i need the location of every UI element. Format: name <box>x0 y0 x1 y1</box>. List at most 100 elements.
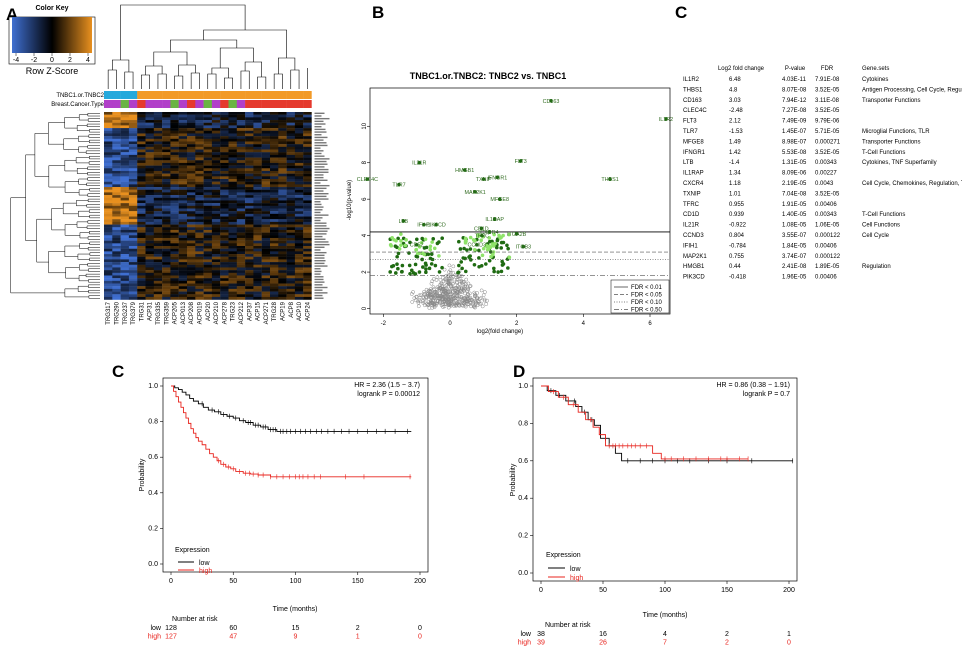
dendrogram-link <box>240 70 250 89</box>
heatmap-cell <box>170 270 179 273</box>
heatmap-cell <box>211 146 221 150</box>
heatmap-cell <box>286 294 296 298</box>
heatmap-cell <box>278 165 287 169</box>
heatmap-cell <box>104 179 113 182</box>
heatmap-cell <box>270 181 279 185</box>
heatmap-cell <box>112 192 121 196</box>
volcano-point-sig <box>484 262 488 266</box>
volcano-point-sig <box>417 270 422 274</box>
heatmap-cell <box>261 165 271 169</box>
volcano-point-ns <box>450 282 455 286</box>
heatmap-cell <box>120 251 130 255</box>
km-c-xlabel: Time (months) <box>273 606 318 613</box>
heatmap-cell <box>220 270 229 273</box>
heatmap-cell <box>104 117 113 121</box>
heatmap-cell <box>303 221 312 225</box>
heatmap-cell <box>187 141 196 145</box>
heatmap-cell <box>286 232 296 236</box>
heatmap-cell <box>128 128 138 131</box>
heatmap-cell <box>236 189 246 193</box>
heatmap-cell <box>245 246 254 249</box>
heatmap-cell <box>170 275 179 279</box>
heatmap-row-label-mark <box>314 225 327 227</box>
volcano-point-ns <box>483 290 487 294</box>
heatmap-cell <box>270 152 279 156</box>
dendrogram-link <box>273 73 283 89</box>
heatmap-cell <box>104 246 113 249</box>
heatmap-cell <box>195 157 204 161</box>
heatmap-cell <box>294 170 304 174</box>
km-risk-value: 60 <box>229 625 237 632</box>
heatmap-cell <box>220 272 229 276</box>
heatmap-cell <box>104 170 113 174</box>
panel-label-d: D <box>513 362 525 381</box>
heatmap-cell <box>137 114 146 118</box>
heatmap-cell <box>270 275 279 279</box>
volcano-point-fdr <box>490 252 495 257</box>
heatmap-cell <box>220 291 229 295</box>
gene-table-cell: Cell Cycle, Chemokines, Regulation, T-Ce… <box>862 181 962 187</box>
heatmap-cell <box>112 154 121 158</box>
gene-table-cell: FLT3 <box>683 119 697 125</box>
heatmap-cell <box>245 275 254 279</box>
heatmap-cell <box>261 133 271 137</box>
heatmap-cell <box>203 168 213 172</box>
heatmap-cell <box>203 112 213 115</box>
km-risk-value: 4 <box>663 631 667 638</box>
gene-table-cell: 3.03 <box>729 98 741 104</box>
heatmap-cell <box>236 162 246 166</box>
heatmap-cell <box>211 286 221 290</box>
volcano-point-sig <box>411 271 416 275</box>
heatmap-cell <box>253 197 262 201</box>
heatmap-cell <box>170 189 179 193</box>
heatmap-cell <box>278 125 287 129</box>
volcano-point-ns <box>440 287 445 291</box>
heatmap-cell <box>145 200 154 204</box>
km-risk-value: 127 <box>165 634 177 641</box>
heatmap-cell <box>203 122 213 126</box>
dendrogram-link <box>79 232 90 239</box>
heatmap-cell <box>211 141 221 145</box>
heatmap-cell <box>270 286 279 290</box>
heatmap-cell <box>120 213 130 217</box>
color-key-tick-label: -2 <box>31 57 37 64</box>
heatmap-cell <box>270 168 279 172</box>
heatmap-cell <box>245 229 254 233</box>
heatmap-column-label: TRG379 <box>131 301 137 324</box>
heatmap-cell <box>245 168 254 172</box>
heatmap-cell <box>286 216 296 220</box>
dendrogram-link <box>89 252 100 256</box>
heatmap-cell <box>203 157 213 161</box>
heatmap-cell <box>211 216 221 220</box>
heatmap-cell <box>211 267 221 271</box>
heatmap-cell <box>120 117 130 121</box>
heatmap-cell <box>261 296 271 300</box>
heatmap-cell <box>203 213 213 217</box>
heatmap-cell <box>245 181 254 185</box>
heatmap-cell <box>236 216 246 220</box>
km-c-legend-title: Expression <box>175 547 210 554</box>
heatmap-cell <box>228 173 237 177</box>
volcano-point-sig <box>468 247 473 251</box>
heatmap-cell <box>294 270 304 273</box>
heatmap-row-label-mark <box>314 123 326 125</box>
heatmap-cell <box>104 243 113 247</box>
heatmap-cell <box>278 296 287 300</box>
heatmap-cell <box>220 213 229 217</box>
heatmap-cell <box>145 170 154 174</box>
heatmap-cell <box>286 136 296 139</box>
heatmap-cell <box>178 256 188 260</box>
heatmap-cell <box>228 122 237 126</box>
heatmap-cell <box>195 152 204 156</box>
heatmap-cell <box>104 235 113 239</box>
volcano-point-sig <box>472 262 477 267</box>
heatmap-cell <box>286 128 296 131</box>
heatmap-cell <box>253 144 262 148</box>
volcano-point-sig <box>506 246 510 251</box>
heatmap-cell <box>178 195 188 198</box>
heatmap-cell <box>253 189 262 193</box>
heatmap-cell <box>112 152 121 156</box>
dendrogram-link <box>76 221 88 228</box>
annotation-label-tnbc: TNBC1.or.TNBC2 <box>56 93 104 99</box>
heatmap-cell <box>294 189 304 193</box>
